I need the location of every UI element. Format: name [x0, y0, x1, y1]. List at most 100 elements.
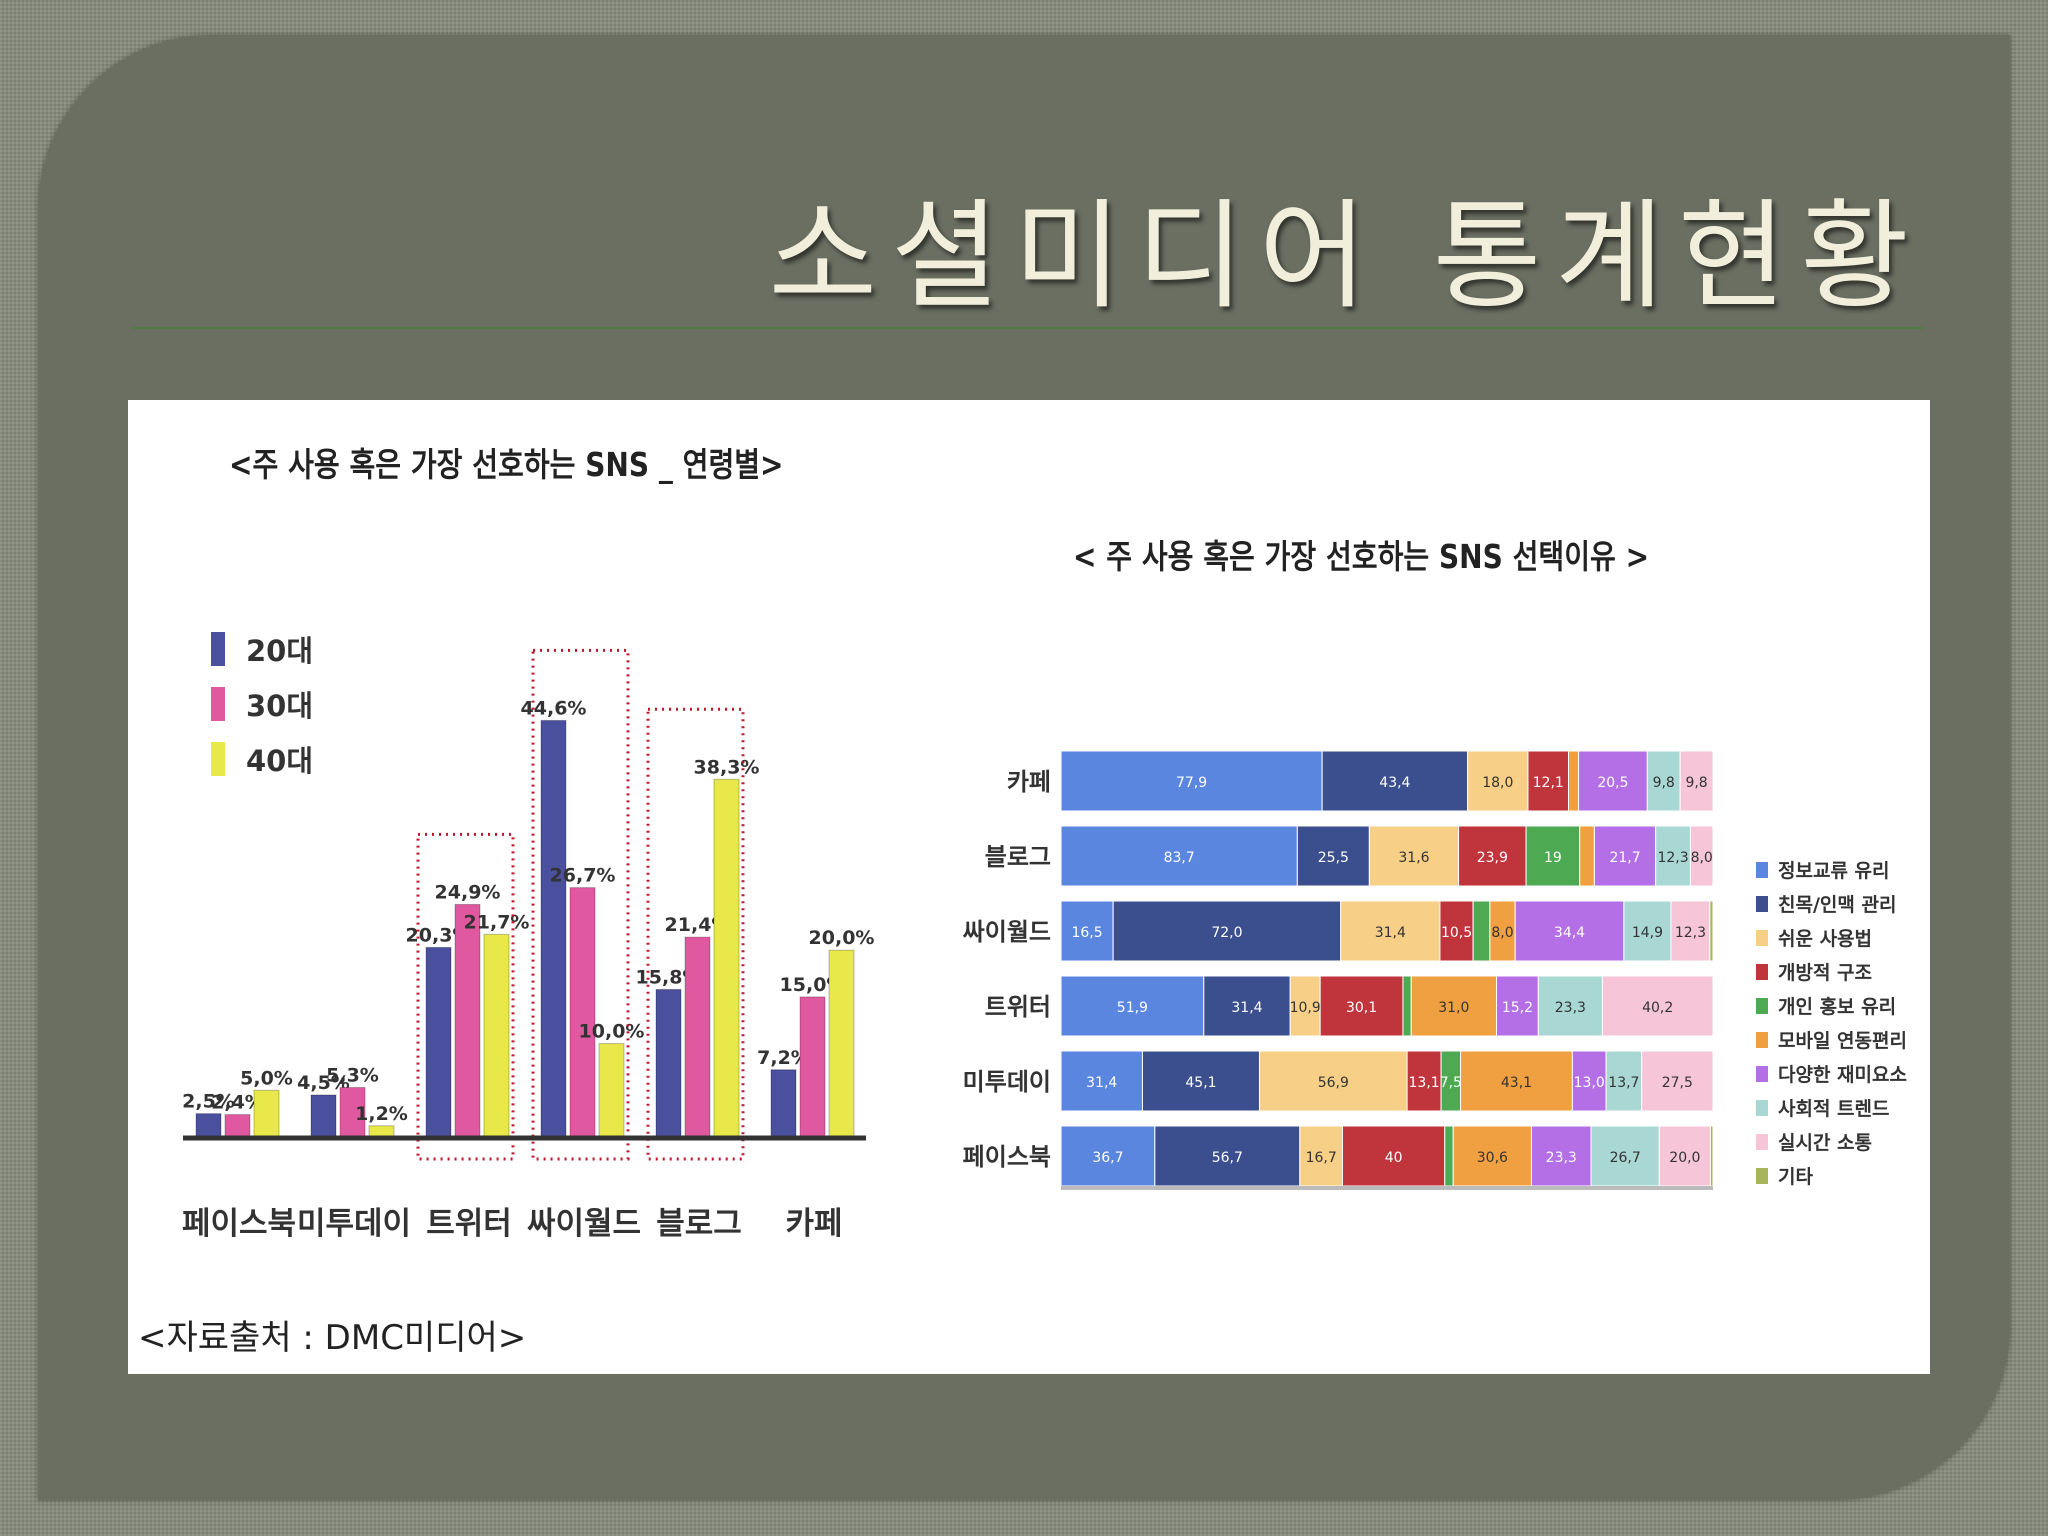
legend-swatch [1756, 1168, 1768, 1184]
segment-label: 8,0 [1491, 925, 1513, 941]
legend-swatch [1756, 930, 1768, 946]
segment-label: 34,4 [1554, 925, 1585, 941]
chart-floor [1061, 1186, 1713, 1190]
segment-label: 9,8 [1653, 775, 1675, 791]
segment-label: 14,9 [1632, 925, 1663, 941]
segment-싸이월드-개방적 구조 [1439, 900, 1474, 962]
row-label: 미투데이 [963, 1068, 1051, 1096]
segment-트위터-친목/인맥 관리 [1203, 975, 1291, 1037]
legend-label: 개방적 구조 [1778, 962, 1872, 984]
segment-label: 27,5 [1662, 1075, 1693, 1091]
segment-카페-사회적 트렌드 [1646, 750, 1681, 812]
segment-label: 16,5 [1071, 925, 1102, 941]
bar-label: 15,8% [636, 966, 702, 988]
row-label: 트위터 [985, 993, 1051, 1021]
segment-페이스북-정보교류 유리 [1060, 1125, 1156, 1187]
segment-블로그-모바일 연동편리 [1579, 825, 1595, 887]
row-label: 페이스북 [963, 1143, 1051, 1171]
reason-stacked-bar-chart: 77,9 43,4 18,0 12,1 20,5 9,8 9,8 카페 83,7 25,5 31,6… [963, 750, 1907, 1190]
segment-싸이월드-사회적 트렌드 [1623, 900, 1672, 962]
segment-싸이월드-개인 홍보 유리 [1472, 900, 1491, 962]
segment-label: 23,9 [1477, 850, 1508, 866]
segment-label: 31,0 [1438, 1000, 1469, 1016]
legend-label: 30대 [246, 689, 313, 723]
segment-카페-쉬운 사용법 [1467, 750, 1529, 812]
bar-미투데이-20대 [310, 1094, 337, 1138]
segment-블로그-다양한 재미요소 [1593, 825, 1657, 887]
legend-label: 실시간 소통 [1778, 1132, 1872, 1154]
segment-페이스북-쉬운 사용법 [1299, 1125, 1344, 1187]
chart-image-card: <주 사용 혹은 가장 선호하는 SNS _ 연령별> 2,5% 2,4% 5,0%… [128, 400, 1930, 1374]
segment-미투데이-정보교류 유리 [1060, 1050, 1143, 1112]
segment-label: 20,5 [1597, 775, 1628, 791]
bar-블로그-30대 [684, 936, 711, 1138]
legend-label: 모바일 연동편리 [1778, 1030, 1907, 1052]
segment-싸이월드-실시간 소통 [1670, 900, 1711, 962]
segment-label: 26,7 [1610, 1150, 1641, 1166]
bar-label: 44,6% [521, 697, 587, 719]
segment-트위터-실시간 소통 [1601, 975, 1714, 1037]
bar-label: 2,5% [182, 1091, 235, 1113]
chart-reason-title: < 주 사용 혹은 가장 선호하는 SNS 선택이유 > [1073, 537, 1650, 576]
segment-label: 56,9 [1318, 1075, 1349, 1091]
segment-label: 83,7 [1164, 850, 1195, 866]
segment-싸이월드-쉬운 사용법 [1340, 900, 1441, 962]
bar-블로그-40대 [713, 778, 740, 1138]
segment-label: 43,4 [1379, 775, 1410, 791]
segment-label: 51,9 [1117, 1000, 1148, 1016]
segment-label: 10,9 [1290, 1000, 1321, 1016]
legend-label: 다양한 재미요소 [1778, 1064, 1907, 1086]
segment-블로그-개방적 구조 [1458, 825, 1527, 887]
segment-트위터-개인 홍보 유리 [1402, 975, 1412, 1037]
segment-label: 31,6 [1398, 850, 1429, 866]
age-bar-chart: 2,5%2,4% 5,0% 페이스북 4,5%5,3% 1,2% 미투데이 20,3% 24,… [182, 632, 874, 1242]
segment-미투데이-사회적 트렌드 [1605, 1050, 1643, 1112]
highlight-box [531, 648, 630, 1161]
segment-블로그-개인 홍보 유리 [1525, 825, 1581, 887]
segment-label: 13,0 [1574, 1075, 1605, 1091]
legend-label: 쉬운 사용법 [1778, 928, 1872, 950]
legend-label: 사회적 트렌드 [1778, 1098, 1890, 1120]
bar-label: 2,4% [211, 1092, 264, 1114]
bar-label: 26,7% [550, 865, 616, 887]
segment-label: 31,4 [1086, 1075, 1117, 1091]
legend-swatch [1756, 1100, 1768, 1116]
bar-카페-30대 [799, 996, 826, 1138]
segment-label: 10,5 [1441, 925, 1472, 941]
segment-트위터-쉬운 사용법 [1289, 975, 1321, 1037]
segment-label: 7,5 [1440, 1075, 1462, 1091]
segment-label: 31,4 [1375, 925, 1406, 941]
row-label: 싸이월드 [963, 918, 1051, 946]
legend-swatch [211, 687, 225, 721]
segment-label: 40 [1385, 1150, 1403, 1166]
segment-label: 15,2 [1502, 1000, 1533, 1016]
segment-카페-친목/인맥 관리 [1321, 750, 1469, 812]
bar-싸이월드-30대 [569, 887, 596, 1138]
legend-label: 20대 [246, 634, 313, 668]
legend-swatch [211, 742, 225, 776]
segment-블로그-쉬운 사용법 [1368, 825, 1460, 887]
bar-label: 24,9% [435, 881, 501, 903]
bar-label: 15,0% [780, 974, 846, 996]
segment-label: 77,9 [1176, 775, 1207, 791]
segment-label: 30,6 [1477, 1150, 1508, 1166]
segment-label: 40,2 [1642, 1000, 1673, 1016]
bar-미투데이-30대 [339, 1086, 366, 1138]
segment-label: 20,0 [1669, 1150, 1700, 1166]
bar-label: 20,3% [406, 924, 472, 946]
bar-label: 21,7% [464, 911, 530, 933]
legend-label: 정보교류 유리 [1778, 860, 1890, 882]
segment-블로그-실시간 소통 [1689, 825, 1714, 887]
source-note: <자료출처 : DMC미디어> [138, 1318, 527, 1358]
legend-label: 개인 홍보 유리 [1778, 995, 1896, 1018]
bar-label: 5,0% [240, 1067, 293, 1089]
legend-swatch [1756, 1032, 1768, 1048]
category-label: 싸이월드 [527, 1206, 641, 1242]
segment-label: 36,7 [1092, 1150, 1123, 1166]
bar-트위터-40대 [483, 933, 510, 1138]
category-label: 카페 [785, 1206, 842, 1242]
category-label: 트위터 [426, 1206, 512, 1242]
segment-label: 18,0 [1482, 775, 1513, 791]
segment-페이스북-친목/인맥 관리 [1154, 1125, 1301, 1187]
segment-label: 31,4 [1231, 1000, 1262, 1016]
